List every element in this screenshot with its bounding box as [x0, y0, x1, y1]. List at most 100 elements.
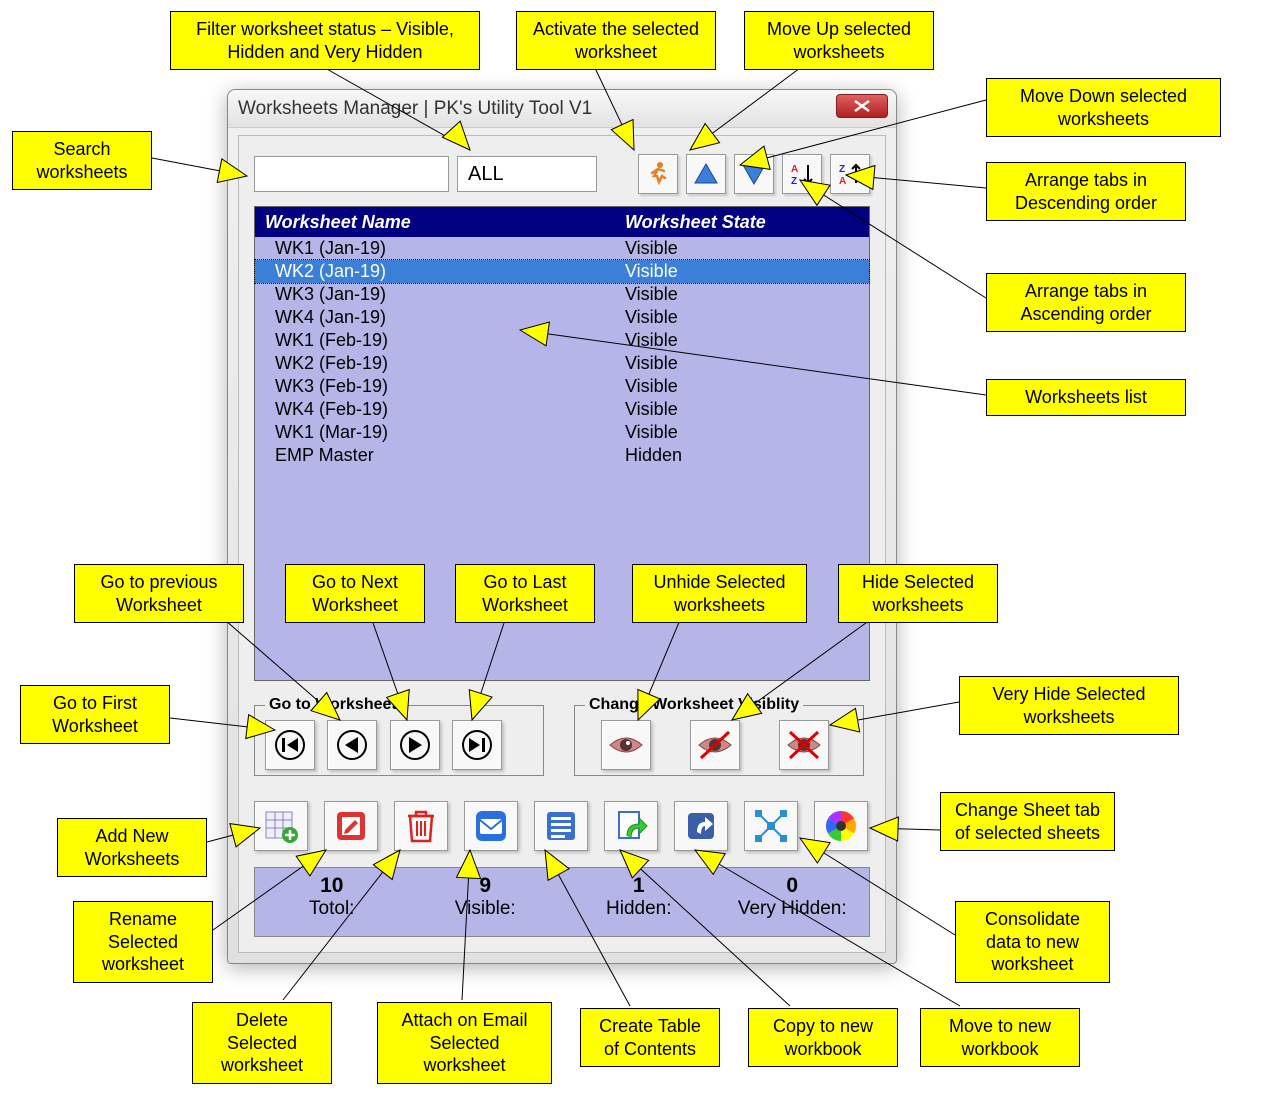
dialog-body: ALL A Z	[238, 135, 886, 953]
move-workbook-button[interactable]	[674, 801, 728, 851]
toc-button[interactable]	[534, 801, 588, 851]
consolidate-button[interactable]	[744, 801, 798, 851]
cell-name: WK1 (Feb-19)	[255, 330, 625, 351]
table-row[interactable]: WK4 (Feb-19)Visible	[255, 398, 869, 421]
callout-veryhide: Very Hide Selected worksheets	[959, 676, 1179, 735]
cell-name: WK3 (Feb-19)	[255, 376, 625, 397]
cell-state: Visible	[625, 261, 869, 282]
eye-slash-icon	[697, 730, 733, 760]
cell-state: Hidden	[625, 445, 869, 466]
table-row[interactable]: WK1 (Feb-19)Visible	[255, 329, 869, 352]
callout-gofirst: Go to First Worksheet	[20, 685, 170, 744]
move-down-button[interactable]	[734, 154, 774, 194]
filter-dropdown[interactable]: ALL	[457, 156, 597, 192]
table-row[interactable]: WK1 (Mar-19)Visible	[255, 421, 869, 444]
search-input[interactable]	[259, 164, 470, 184]
rename-icon	[333, 808, 369, 844]
callout-gonext: Go to Next Worksheet	[285, 564, 425, 623]
unhide-button[interactable]	[601, 720, 651, 770]
callout-hide: Hide Selected worksheets	[838, 564, 998, 623]
stat-visible: 9 Visible:	[409, 868, 563, 936]
triangle-up-icon	[693, 161, 719, 187]
trash-icon	[405, 808, 437, 844]
list-header: Worksheet Name Worksheet State	[255, 207, 869, 237]
table-row[interactable]: WK2 (Jan-19)Visible	[255, 260, 869, 283]
cell-name: WK3 (Jan-19)	[255, 284, 625, 305]
sort-desc-button[interactable]: Z A	[830, 154, 870, 194]
goto-prev-button[interactable]	[327, 720, 377, 770]
rename-button[interactable]	[324, 801, 378, 851]
cell-state: Visible	[625, 353, 869, 374]
list-icon	[543, 808, 579, 844]
running-man-icon	[644, 160, 672, 188]
color-wheel-icon	[823, 808, 859, 844]
goto-group: Go to Worksheet	[254, 696, 544, 776]
add-worksheet-button[interactable]	[254, 801, 308, 851]
col-header-state: Worksheet State	[625, 212, 869, 233]
close-button[interactable]	[836, 94, 888, 118]
callout-asc: Arrange tabs in Ascending order	[986, 273, 1186, 332]
activate-button[interactable]	[638, 154, 678, 194]
sort-az-icon: A Z	[789, 161, 815, 187]
cell-state: Visible	[625, 238, 869, 259]
table-row[interactable]: WK3 (Feb-19)Visible	[255, 375, 869, 398]
table-row[interactable]: EMP MasterHidden	[255, 444, 869, 467]
callout-email: Attach on Email Selected worksheet	[377, 1002, 552, 1084]
search-input-wrap[interactable]	[254, 156, 449, 192]
tab-color-button[interactable]	[814, 801, 868, 851]
goto-first-button[interactable]	[265, 720, 315, 770]
action-row	[254, 801, 870, 861]
copy-workbook-button[interactable]	[604, 801, 658, 851]
cell-name: WK2 (Jan-19)	[255, 261, 625, 282]
stats-bar: 10 Totol: 9 Visible: 1 Hidden: 0 Very Hi…	[254, 867, 870, 937]
move-up-button[interactable]	[686, 154, 726, 194]
cell-state: Visible	[625, 422, 869, 443]
table-row[interactable]: WK2 (Feb-19)Visible	[255, 352, 869, 375]
close-icon	[853, 100, 871, 112]
very-hide-button[interactable]	[779, 720, 829, 770]
goto-next-button[interactable]	[390, 720, 440, 770]
svg-text:A: A	[791, 164, 798, 175]
stat-total: 10 Totol:	[255, 868, 409, 936]
email-button[interactable]	[464, 801, 518, 851]
triangle-down-icon	[741, 161, 767, 187]
callout-goprev: Go to previous Worksheet	[74, 564, 244, 623]
callout-rename: Rename Selected worksheet	[73, 901, 213, 983]
goto-last-button[interactable]	[452, 720, 502, 770]
filter-value: ALL	[468, 163, 504, 186]
copy-sheet-icon	[613, 808, 649, 844]
delete-button[interactable]	[394, 801, 448, 851]
visibility-group: Change Worksheet Visiblity	[574, 696, 864, 776]
top-toolbar: ALL A Z	[254, 154, 870, 194]
worksheets-manager-dialog: Worksheets Manager | PK's Utility Tool V…	[227, 89, 897, 964]
cell-state: Visible	[625, 376, 869, 397]
cell-name: EMP Master	[255, 445, 625, 466]
callout-moveup: Move Up selected worksheets	[744, 11, 934, 70]
callout-unhide: Unhide Selected worksheets	[632, 564, 807, 623]
callout-copy: Copy to new workbook	[748, 1008, 898, 1067]
last-icon	[461, 729, 493, 761]
cell-state: Visible	[625, 307, 869, 328]
share-icon	[683, 808, 719, 844]
callout-filter: Filter worksheet status – Visible, Hidde…	[170, 11, 480, 70]
titlebar[interactable]: Worksheets Manager | PK's Utility Tool V…	[228, 90, 896, 128]
prev-icon	[336, 729, 368, 761]
callout-move: Move to new workbook	[920, 1008, 1080, 1067]
cell-name: WK2 (Feb-19)	[255, 353, 625, 374]
callout-movedown: Move Down selected worksheets	[986, 78, 1221, 137]
sort-asc-button[interactable]: A Z	[782, 154, 822, 194]
callout-golast: Go to Last Worksheet	[455, 564, 595, 623]
sheet-plus-icon	[263, 808, 299, 844]
visibility-group-label: Change Worksheet Visiblity	[585, 696, 803, 714]
goto-group-label: Go to Worksheet	[265, 696, 401, 714]
col-header-name: Worksheet Name	[255, 212, 625, 233]
callout-consolidate: Consolidate data to new worksheet	[955, 901, 1110, 983]
callout-addnew: Add New Worksheets	[57, 818, 207, 877]
merge-icon	[753, 808, 789, 844]
stat-very-hidden: 0 Very Hidden:	[716, 868, 870, 936]
table-row[interactable]: WK4 (Jan-19)Visible	[255, 306, 869, 329]
hide-button[interactable]	[690, 720, 740, 770]
table-row[interactable]: WK1 (Jan-19)Visible	[255, 237, 869, 260]
table-row[interactable]: WK3 (Jan-19)Visible	[255, 283, 869, 306]
svg-text:A: A	[839, 176, 846, 187]
